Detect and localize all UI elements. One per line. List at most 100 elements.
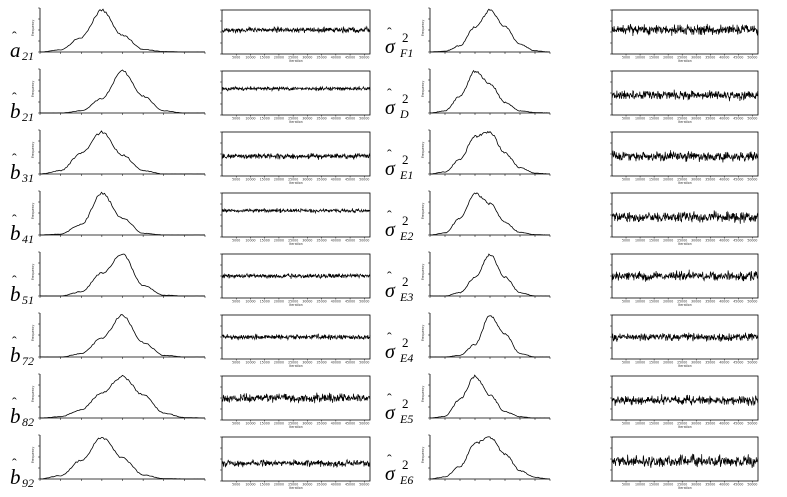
x-tick-label: 10000 xyxy=(635,361,645,365)
x-tick-label: 45000 xyxy=(733,239,743,243)
x-tick-label: 5000 xyxy=(622,117,630,121)
plot-frame xyxy=(221,436,371,482)
x-tick-label: 20000 xyxy=(663,117,673,121)
mcmc-trace xyxy=(221,392,371,404)
x-tick-label: 40000 xyxy=(331,117,341,121)
hist-ylabel: Frequency xyxy=(421,324,425,341)
label-symbol: b xyxy=(10,160,21,184)
trace-xlabel: Iteration xyxy=(678,242,692,246)
x-tick-label: 45000 xyxy=(733,300,743,304)
trace-b82: 5000 10000 15000 20000 25000 30000 35000 40000 4… xyxy=(220,375,371,429)
x-tick-label: 45000 xyxy=(345,239,355,243)
x-tick-label: 5000 xyxy=(622,239,630,243)
axes xyxy=(429,191,550,236)
x-tick-label: 35000 xyxy=(705,178,715,182)
x-tick-label: 35000 xyxy=(317,56,327,60)
x-tick-label: 50000 xyxy=(747,300,757,304)
x-tick-label: 50000 xyxy=(747,56,757,60)
x-tick-label: 15000 xyxy=(649,117,659,121)
x-tick-label: 45000 xyxy=(733,361,743,365)
x-tick-label: 35000 xyxy=(317,178,327,182)
hist-ylabel: Frequency xyxy=(421,202,425,219)
hist-ylabel: Frequency xyxy=(421,446,425,463)
x-tick-label: 15000 xyxy=(649,300,659,304)
trace-xlabel: Iteration xyxy=(289,364,303,368)
label-symbol: σ xyxy=(385,402,395,424)
density-curve xyxy=(39,374,205,419)
label-b82: b ˆ 82 xyxy=(10,397,34,429)
label-symbol: b xyxy=(10,465,21,489)
x-tick-label: 45000 xyxy=(733,178,743,182)
plot-frame xyxy=(221,70,371,116)
x-tick-label: 25000 xyxy=(288,422,298,426)
x-tick-label: 35000 xyxy=(317,300,327,304)
x-tick-label: 5000 xyxy=(232,422,240,426)
hat-accent: ˆ xyxy=(12,396,17,411)
hist-ylabel: Frequency xyxy=(421,263,425,280)
axes xyxy=(429,130,550,175)
x-tick-label: 35000 xyxy=(317,239,327,243)
x-tick-label: 5000 xyxy=(232,56,240,60)
label-symbol: b xyxy=(10,99,21,123)
hat-accent: ˆ xyxy=(12,91,17,106)
label-sub: E3 xyxy=(400,290,414,304)
mcmc-trace xyxy=(221,458,371,468)
x-tick-label: 15000 xyxy=(649,56,659,60)
x-tick-label: 20000 xyxy=(274,178,284,182)
mcmc-trace xyxy=(611,332,759,342)
x-tick-label: 45000 xyxy=(345,56,355,60)
hist-ylabel: Frequency xyxy=(421,385,425,402)
x-tick-label: 50000 xyxy=(747,117,757,121)
x-tick-label: 10000 xyxy=(635,239,645,243)
label-sup: 2 xyxy=(402,335,409,350)
mcmc-trace xyxy=(221,272,371,280)
x-tick-label: 50000 xyxy=(747,239,757,243)
label-sub: 82 xyxy=(22,415,34,429)
axes xyxy=(429,374,550,419)
x-tick-label: 20000 xyxy=(274,239,284,243)
x-tick-label: 45000 xyxy=(345,483,355,487)
x-tick-label: 35000 xyxy=(705,56,715,60)
histogram-b82: Frequency xyxy=(31,373,206,420)
x-tick-label: 10000 xyxy=(635,300,645,304)
label-sigma-e2: σ ˆ 2 E2 xyxy=(385,210,413,243)
x-tick-label: 5000 xyxy=(622,56,630,60)
x-tick-label: 25000 xyxy=(288,300,298,304)
x-tick-label: 50000 xyxy=(359,483,369,487)
x-tick-label: 10000 xyxy=(245,422,255,426)
x-tick-label: 35000 xyxy=(317,483,327,487)
label-sup: 2 xyxy=(402,213,409,228)
trace-sigmaD: 5000 10000 15000 20000 25000 30000 35000 40000 4… xyxy=(610,70,759,124)
histogram-sigmaF1: Frequency xyxy=(421,7,551,54)
x-tick-label: 10000 xyxy=(245,56,255,60)
x-tick-label: 25000 xyxy=(288,178,298,182)
x-tick-label: 10000 xyxy=(245,300,255,304)
x-tick-label: 25000 xyxy=(677,300,687,304)
x-tick-label: 45000 xyxy=(733,117,743,121)
x-tick-label: 50000 xyxy=(359,239,369,243)
x-tick-label: 25000 xyxy=(288,117,298,121)
hat-accent: ˆ xyxy=(387,148,392,163)
label-symbol: σ xyxy=(385,341,395,363)
label-sigma-f1: σ ˆ 2 F1 xyxy=(385,27,413,60)
trace-sigmaE4: 5000 10000 15000 20000 25000 30000 35000 40000 4… xyxy=(610,314,759,368)
axes xyxy=(39,252,205,297)
hat-accent: ˆ xyxy=(12,213,17,228)
x-tick-label: 20000 xyxy=(274,483,284,487)
trace-xlabel: Iteration xyxy=(678,303,692,307)
trace-sigmaE2: 5000 10000 15000 20000 25000 30000 35000 40000 4… xyxy=(610,192,759,246)
hist-ylabel: Frequency xyxy=(421,19,425,36)
label-symbol: σ xyxy=(385,219,395,241)
x-tick-label: 40000 xyxy=(719,56,729,60)
hat-accent: ˆ xyxy=(387,392,392,407)
mcmc-trace xyxy=(221,152,371,161)
hist-ylabel: Frequency xyxy=(421,141,425,158)
x-tick-label: 5000 xyxy=(622,483,630,487)
x-tick-label: 10000 xyxy=(635,422,645,426)
x-tick-label: 30000 xyxy=(302,239,312,243)
axes xyxy=(39,69,205,114)
x-tick-label: 50000 xyxy=(747,178,757,182)
trace-b41: 5000 10000 15000 20000 25000 30000 35000 40000 4… xyxy=(220,192,371,246)
trace-b21: 5000 10000 15000 20000 25000 30000 35000 40000 4… xyxy=(220,70,371,124)
